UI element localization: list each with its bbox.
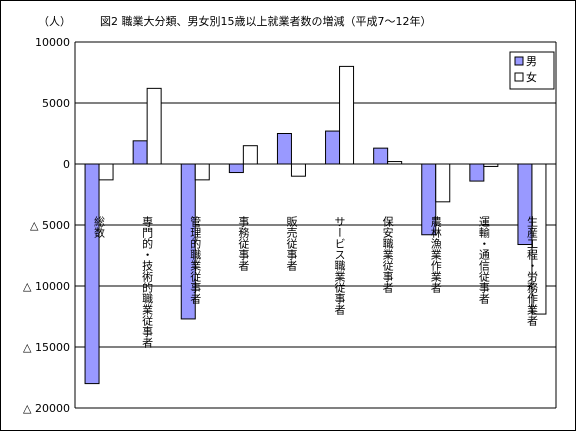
bar-female: [483, 163, 499, 167]
y-tick-label: △ 10000: [23, 280, 70, 293]
category-label: 管理的職業従事者: [189, 215, 202, 305]
category-label: サービス職業従事者: [333, 216, 346, 316]
bar-male: [276, 133, 292, 165]
bar-male: [180, 163, 196, 320]
category-label: 運輸・通信従事者: [477, 216, 490, 305]
y-unit-label: （人）: [38, 15, 71, 28]
y-tick-label: △ 15000: [23, 341, 70, 354]
y-tick-label: 5000: [42, 97, 70, 110]
y-tick-labels: 10000 5000 0 △ 5000 △ 10000 △ 15000 △ 20000: [23, 36, 70, 415]
category-label: 事務従事者: [237, 216, 250, 272]
category-labels: 総数 専門的・技術的職業従事者 管理的職業従事者 事務従事者 販売従事者 サービス職業従事…: [93, 215, 539, 349]
bar-male: [132, 140, 148, 165]
legend: 男 女: [509, 51, 555, 90]
category-label: 農林漁業作業者: [429, 215, 442, 294]
legend-label-male: 男: [526, 55, 537, 68]
bar-female: [531, 163, 547, 315]
legend-label-female: 女: [526, 70, 537, 84]
bar-male: [84, 163, 100, 385]
bar-male: [325, 130, 341, 165]
bar-female: [339, 65, 355, 165]
bar-male: [228, 163, 244, 174]
y-tick-label: △ 20000: [23, 402, 70, 415]
y-tick-label: △ 5000: [30, 219, 70, 232]
bar-female: [387, 161, 403, 165]
bar-female: [242, 145, 258, 165]
bar-female: [435, 163, 451, 203]
category-label: 保安職業従事者: [381, 215, 394, 294]
category-label: 専門的・技術的職業従事者: [141, 216, 154, 349]
bar-female: [194, 163, 210, 181]
y-tick-label: 10000: [35, 36, 70, 49]
legend-swatch-female: [514, 72, 524, 82]
category-label: 総数: [93, 215, 106, 239]
y-tick-label: 0: [63, 158, 70, 171]
category-label: 販売従事者: [285, 216, 298, 272]
bar-female: [146, 87, 162, 165]
bar-female: [98, 163, 114, 181]
legend-swatch-male: [514, 56, 524, 66]
bar-male: [469, 163, 485, 182]
bars: [84, 65, 547, 385]
bar-male: [373, 147, 389, 165]
bar-female: [290, 163, 306, 177]
category-label: 生産工程・労務作業者: [525, 215, 538, 327]
chart-title: 図2 職業大分類、男女別15歳以上就業者数の増減（平成7～12年）: [100, 14, 432, 28]
